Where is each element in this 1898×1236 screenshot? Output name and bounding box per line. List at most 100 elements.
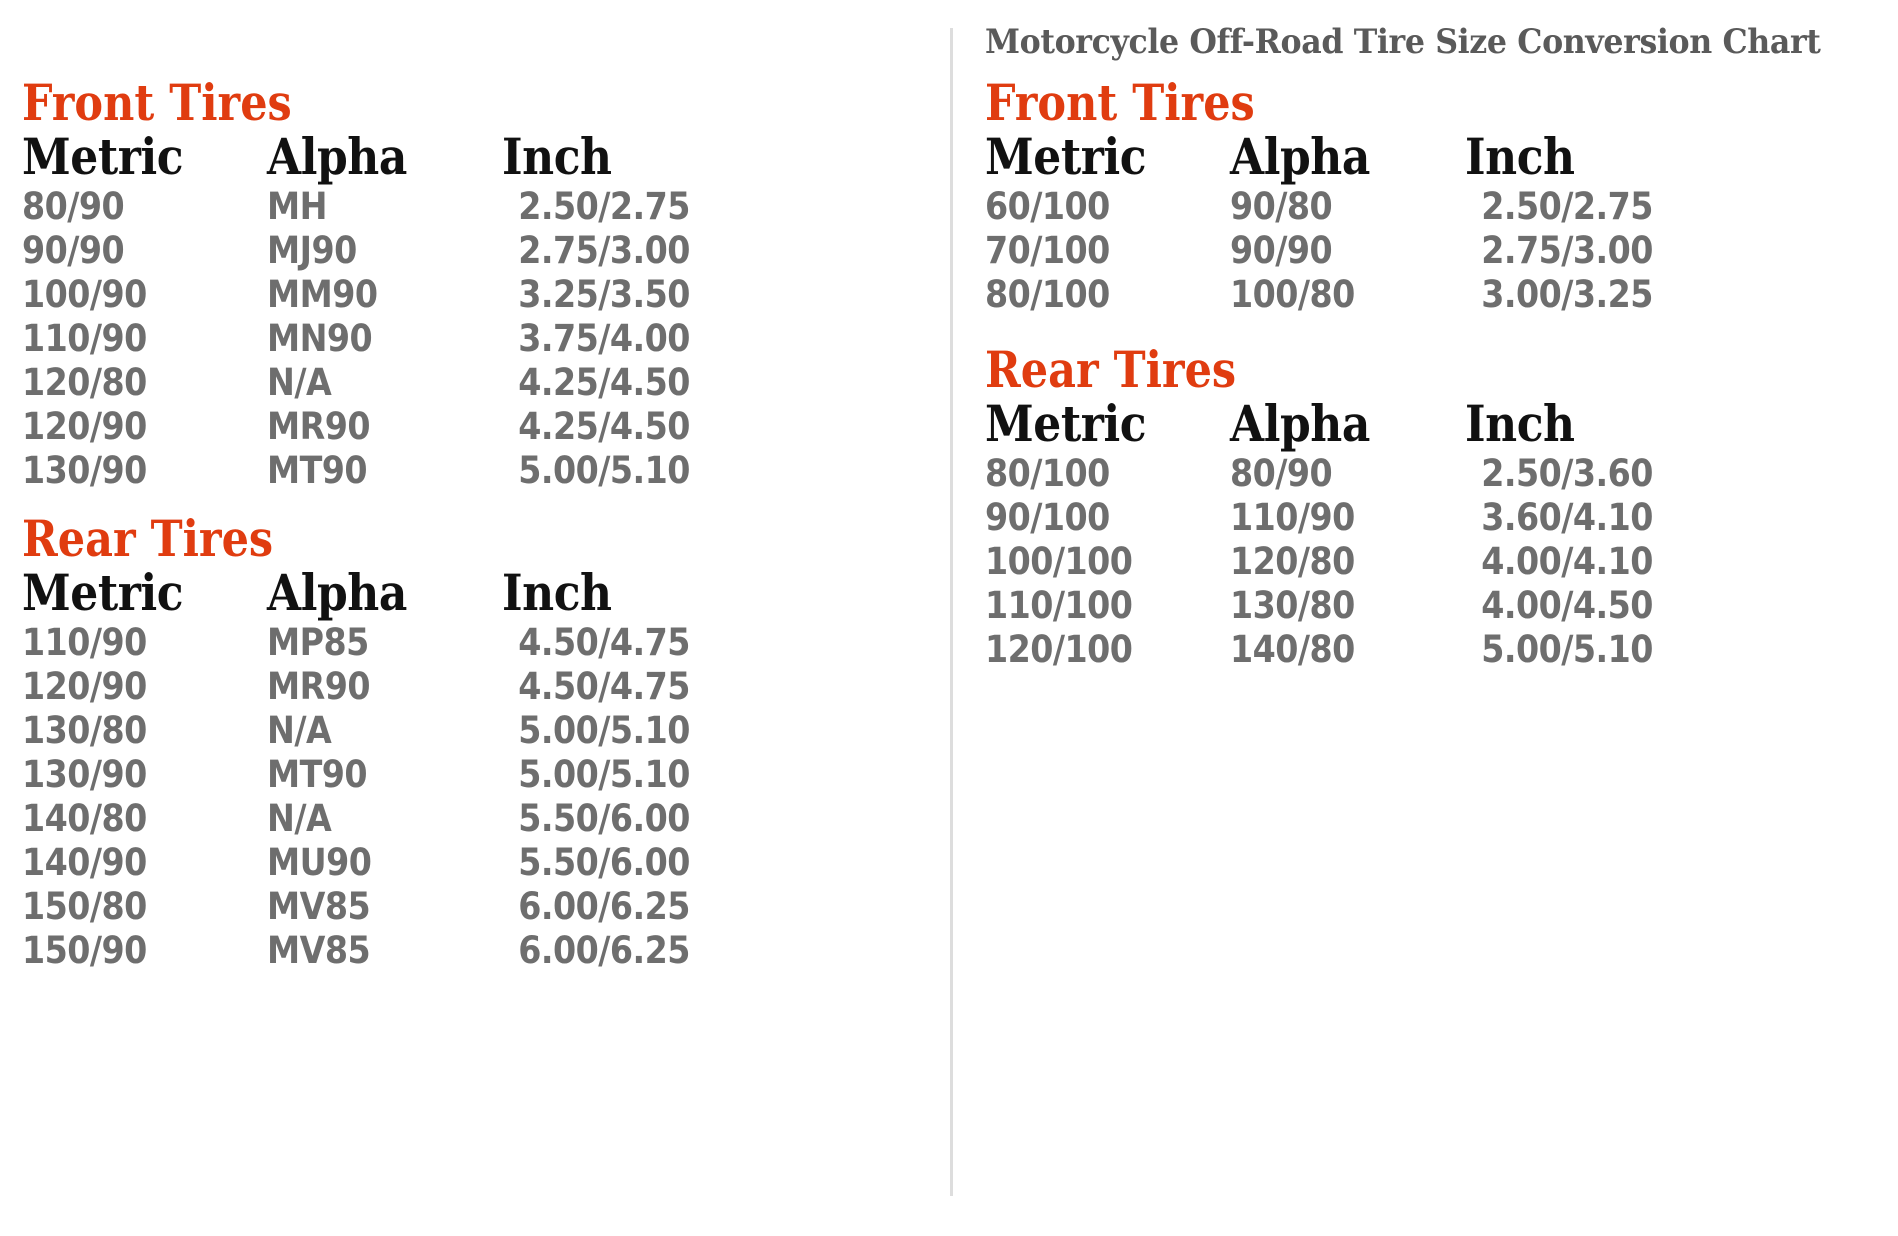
cell-alpha: N/A [267, 361, 332, 405]
cell-metric: 120/100 [985, 628, 1133, 672]
table-row: 100/100 120/80 4.00/4.10 [985, 540, 1685, 584]
cell-inch: 5.00/5.10 [1481, 628, 1653, 672]
cell-inch: 5.00/5.10 [518, 709, 690, 753]
cell-alpha: 110/90 [1230, 496, 1355, 540]
cell-alpha: 130/80 [1230, 584, 1355, 628]
cell-inch: 3.25/3.50 [518, 273, 690, 317]
table-row: 120/90 MR90 4.50/4.75 [22, 665, 722, 709]
cell-alpha: MP85 [267, 621, 369, 664]
cell-metric: 80/100 [985, 273, 1110, 317]
column-header-metric: Metric [985, 394, 1147, 453]
column-header-alpha: Alpha [267, 127, 407, 186]
cell-alpha: MM90 [267, 273, 378, 317]
cell-metric: 130/90 [22, 449, 147, 493]
column-header-inch: Inch [502, 563, 612, 622]
table-row: 130/90 MT90 5.00/5.10 [22, 449, 722, 493]
cell-metric: 110/90 [22, 317, 147, 361]
cell-metric: 80/100 [985, 452, 1110, 495]
cell-alpha: 90/80 [1230, 185, 1333, 228]
table-header-row: Metric Alpha Inch [22, 128, 722, 185]
table-row: 150/90 MV85 6.00/6.25 [22, 929, 722, 973]
table-header-row: Metric Alpha Inch [985, 395, 1685, 452]
right-rear-tires-heading: Rear Tires [985, 340, 1237, 399]
table-row: 80/100 100/80 3.00/3.25 [985, 273, 1685, 317]
cell-metric: 150/90 [22, 929, 147, 973]
column-header-inch: Inch [1465, 394, 1575, 453]
cell-metric: 110/90 [22, 621, 147, 664]
cell-alpha: MT90 [267, 449, 368, 493]
cell-inch: 2.50/2.75 [1481, 185, 1653, 228]
left-rear-tires-heading: Rear Tires [22, 509, 274, 568]
cell-alpha: MN90 [267, 317, 373, 361]
column-header-alpha: Alpha [267, 563, 407, 622]
cell-metric: 90/100 [985, 496, 1110, 540]
left-front-tires-table: Metric Alpha Inch 80/90 MH 2.50/2.75 90/… [22, 128, 722, 493]
table-row: 90/100 110/90 3.60/4.10 [985, 496, 1685, 540]
cell-alpha: 80/90 [1230, 452, 1333, 495]
right-front-tires-table: Metric Alpha Inch 60/100 90/80 2.50/2.75… [985, 128, 1685, 317]
cell-alpha: 140/80 [1230, 628, 1355, 672]
table-row: 130/80 N/A 5.00/5.10 [22, 709, 722, 753]
cell-inch: 3.00/3.25 [1481, 273, 1653, 317]
cell-alpha: MJ90 [267, 229, 357, 273]
table-row: 140/80 N/A 5.50/6.00 [22, 797, 722, 841]
table-header-row: Metric Alpha Inch [985, 128, 1685, 185]
column-header-inch: Inch [1465, 127, 1575, 186]
cell-inch: 2.75/3.00 [1481, 229, 1653, 273]
column-header-alpha: Alpha [1230, 127, 1370, 186]
table-row: 110/90 MN90 3.75/4.00 [22, 317, 722, 361]
cell-metric: 140/80 [22, 797, 147, 841]
column-header-inch: Inch [502, 127, 612, 186]
table-header-row: Metric Alpha Inch [22, 564, 722, 621]
page-title: Motorcycle Off-Road Tire Size Conversion… [985, 22, 1821, 62]
table-row: 110/90 MP85 4.50/4.75 [22, 621, 722, 665]
cell-alpha: N/A [267, 709, 332, 753]
table-row: 150/80 MV85 6.00/6.25 [22, 885, 722, 929]
cell-alpha: N/A [267, 797, 332, 841]
cell-metric: 100/100 [985, 540, 1133, 584]
cell-inch: 4.00/4.10 [1481, 540, 1653, 584]
cell-metric: 70/100 [985, 229, 1110, 273]
table-row: 80/90 MH 2.50/2.75 [22, 185, 722, 229]
table-row: 130/90 MT90 5.00/5.10 [22, 753, 722, 797]
cell-inch: 2.50/2.75 [518, 185, 690, 228]
cell-alpha: MV85 [267, 885, 371, 929]
cell-alpha: 90/90 [1230, 229, 1333, 273]
cell-inch: 2.50/3.60 [1481, 452, 1653, 495]
cell-metric: 140/90 [22, 841, 147, 885]
cell-inch: 2.75/3.00 [518, 229, 690, 273]
cell-inch: 5.50/6.00 [518, 841, 690, 885]
table-row: 60/100 90/80 2.50/2.75 [985, 185, 1685, 229]
cell-inch: 4.25/4.50 [518, 361, 690, 405]
table-row: 110/100 130/80 4.00/4.50 [985, 584, 1685, 628]
cell-inch: 4.25/4.50 [518, 405, 690, 449]
table-row: 70/100 90/90 2.75/3.00 [985, 229, 1685, 273]
column-header-metric: Metric [985, 127, 1147, 186]
cell-alpha: MR90 [267, 405, 371, 449]
cell-inch: 3.60/4.10 [1481, 496, 1653, 540]
column-header-metric: Metric [22, 563, 184, 622]
cell-alpha: MU90 [267, 841, 372, 885]
cell-alpha: MH [267, 185, 327, 228]
table-row: 120/80 N/A 4.25/4.50 [22, 361, 722, 405]
table-row: 80/100 80/90 2.50/3.60 [985, 452, 1685, 496]
column-header-metric: Metric [22, 127, 184, 186]
column-divider [950, 28, 953, 1196]
cell-metric: 130/90 [22, 753, 147, 797]
cell-inch: 3.75/4.00 [518, 317, 690, 361]
table-row: 120/100 140/80 5.00/5.10 [985, 628, 1685, 672]
cell-metric: 100/90 [22, 273, 147, 317]
cell-metric: 130/80 [22, 709, 147, 753]
table-row: 120/90 MR90 4.25/4.50 [22, 405, 722, 449]
cell-metric: 110/100 [985, 584, 1133, 628]
cell-inch: 4.00/4.50 [1481, 584, 1653, 628]
cell-alpha: MV85 [267, 929, 371, 973]
cell-alpha: 100/80 [1230, 273, 1355, 317]
cell-inch: 4.50/4.75 [518, 665, 690, 709]
column-header-alpha: Alpha [1230, 394, 1370, 453]
cell-metric: 60/100 [985, 185, 1110, 228]
cell-metric: 120/90 [22, 665, 147, 709]
table-row: 140/90 MU90 5.50/6.00 [22, 841, 722, 885]
cell-inch: 6.00/6.25 [518, 885, 690, 929]
